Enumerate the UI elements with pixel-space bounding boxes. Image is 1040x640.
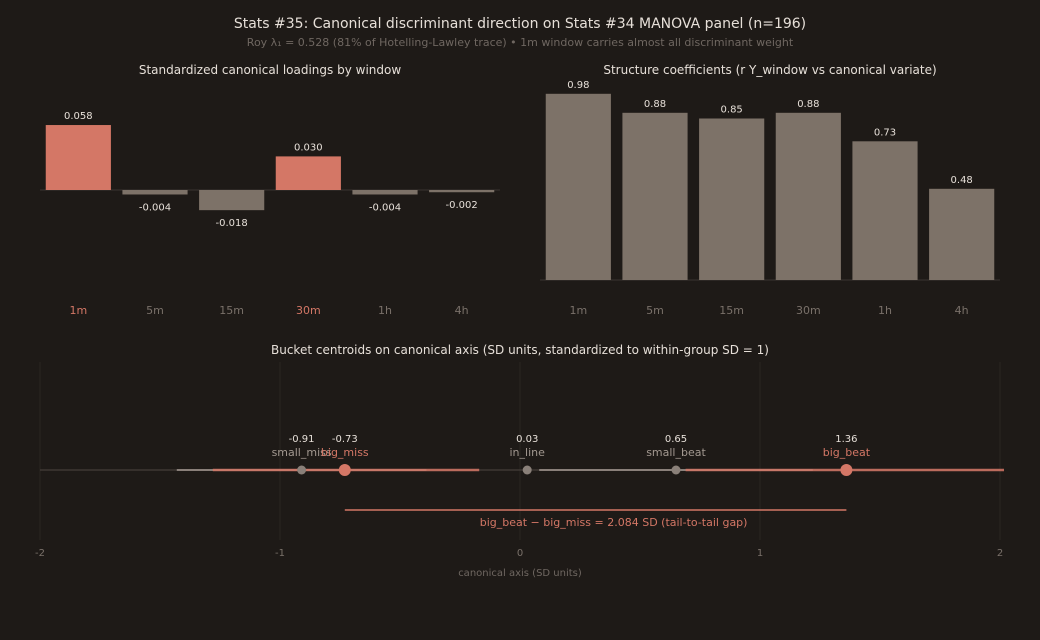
data-label-1m: 0.058 bbox=[64, 111, 93, 122]
bar-4h bbox=[929, 188, 995, 280]
centroid-label-in_line: in_line bbox=[510, 446, 546, 459]
data-label-5m: -0.004 bbox=[139, 202, 171, 213]
structure-panel-title: Structure coefficients (r Y_window vs ca… bbox=[603, 63, 936, 77]
bar-1h bbox=[352, 190, 418, 195]
tick-label: 0 bbox=[517, 548, 523, 559]
tick-label: -2 bbox=[35, 548, 45, 559]
centroid-small_miss bbox=[297, 465, 307, 475]
tick-label-1m: 1m bbox=[569, 304, 587, 317]
centroid-small_beat bbox=[671, 465, 681, 475]
tick-label-1h: 1h bbox=[878, 304, 892, 317]
gap-annotation-text: big_beat − big_miss = 2.084 SD (tail-to-… bbox=[480, 516, 748, 529]
chart-title: Stats #35: Canonical discriminant direct… bbox=[234, 16, 806, 32]
centroid-value-small_beat: 0.65 bbox=[665, 434, 687, 445]
data-label-1h: 0.73 bbox=[874, 127, 896, 138]
centroids-panel: Bucket centroids on canonical axis (SD u… bbox=[35, 343, 1004, 579]
centroid-label-small_beat: small_beat bbox=[646, 446, 706, 459]
tick-label: -1 bbox=[275, 548, 285, 559]
centroids-x-axis-label: canonical axis (SD units) bbox=[458, 568, 582, 579]
centroid-in_line bbox=[522, 465, 532, 475]
bar-5m bbox=[622, 112, 688, 280]
data-label-30m: 0.030 bbox=[294, 142, 323, 153]
bar-4h bbox=[429, 190, 495, 193]
tick-label: 1 bbox=[757, 548, 763, 559]
data-label-1m: 0.98 bbox=[567, 80, 589, 91]
centroid-value-big_miss: -0.73 bbox=[332, 434, 358, 445]
chart-subtitle: Roy λ₁ = 0.528 (81% of Hotelling-Lawley … bbox=[247, 36, 794, 49]
tick-label-1h: 1h bbox=[378, 304, 392, 317]
data-label-15m: -0.018 bbox=[216, 218, 248, 229]
data-label-30m: 0.88 bbox=[797, 99, 819, 110]
bar-15m bbox=[699, 118, 765, 280]
centroid-label-big_beat: big_beat bbox=[823, 446, 871, 459]
bar-15m bbox=[199, 190, 265, 211]
centroid-value-in_line: 0.03 bbox=[516, 434, 538, 445]
tick-label-5m: 5m bbox=[146, 304, 164, 317]
tick-label-4h: 4h bbox=[455, 304, 469, 317]
centroids-panel-title: Bucket centroids on canonical axis (SD u… bbox=[271, 343, 769, 357]
bar-5m bbox=[122, 190, 188, 195]
tick-label-5m: 5m bbox=[646, 304, 664, 317]
bar-30m bbox=[275, 156, 341, 190]
centroid-value-small_miss: -0.91 bbox=[289, 434, 315, 445]
bar-30m bbox=[775, 112, 841, 280]
tick-label-30m: 30m bbox=[796, 304, 821, 317]
tick-label: 2 bbox=[997, 548, 1003, 559]
loadings-panel-title: Standardized canonical loadings by windo… bbox=[139, 63, 401, 77]
data-label-15m: 0.85 bbox=[721, 105, 743, 116]
centroid-value-big_beat: 1.36 bbox=[835, 434, 857, 445]
data-label-4h: -0.002 bbox=[446, 200, 478, 211]
data-label-5m: 0.88 bbox=[644, 99, 666, 110]
tick-label-4h: 4h bbox=[955, 304, 969, 317]
centroid-big_beat bbox=[840, 464, 853, 476]
structure-panel: Structure coefficients (r Y_window vs ca… bbox=[540, 63, 1000, 317]
bar-1m bbox=[45, 125, 111, 190]
centroid-label-big_miss: big_miss bbox=[321, 446, 369, 459]
bar-1m bbox=[545, 93, 611, 280]
data-label-4h: 0.48 bbox=[951, 175, 973, 186]
data-label-1h: -0.004 bbox=[369, 202, 401, 213]
centroid-big_miss bbox=[338, 464, 351, 476]
loadings-panel: Standardized canonical loadings by windo… bbox=[40, 63, 500, 317]
bar-1h bbox=[852, 141, 918, 280]
tick-label-30m: 30m bbox=[296, 304, 321, 317]
centroid-label-small_miss: small_miss bbox=[272, 446, 332, 459]
tick-label-1m: 1m bbox=[69, 304, 87, 317]
tick-label-15m: 15m bbox=[219, 304, 244, 317]
tick-label-15m: 15m bbox=[719, 304, 744, 317]
